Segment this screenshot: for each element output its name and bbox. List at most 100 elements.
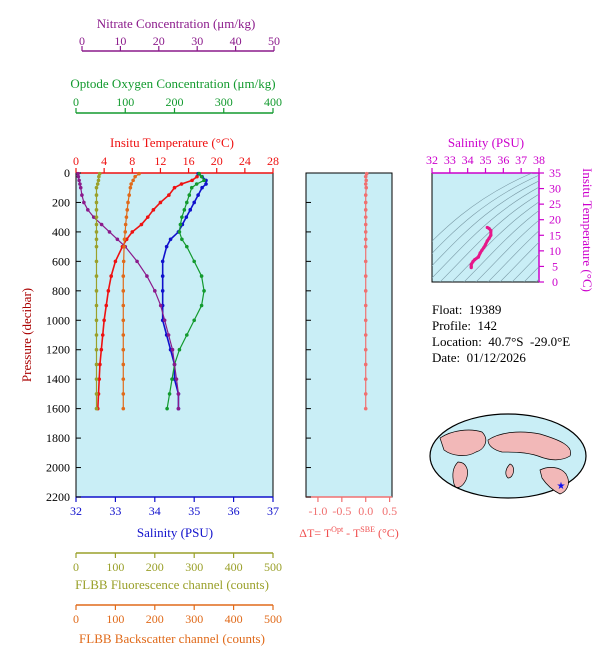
ts-salinity-tick-label: 36: [497, 153, 509, 167]
salinity-tick-label: 33: [109, 504, 121, 518]
fluor-data-point: [94, 274, 99, 278]
temperature-tick-label: 28: [267, 154, 279, 168]
backscatter-data-point: [122, 244, 126, 249]
pressure-tick-label: 1000: [46, 313, 70, 327]
ts-salinity-tick-label: 38: [533, 153, 545, 167]
temperature-data-point: [98, 362, 102, 367]
fluor-data-point: [94, 406, 99, 411]
temperature-tick-label: 8: [129, 154, 135, 168]
isopycnal-line: [432, 173, 533, 242]
pressure-tick-label: 1800: [46, 431, 70, 445]
oxygen-data-point: [182, 208, 187, 212]
fluor-data-point: [94, 222, 99, 227]
oxygen-tick-label: 0: [73, 95, 79, 109]
oxygen-data-point: [187, 193, 192, 197]
nitrate-data-point: [107, 230, 112, 234]
ts-salinity-tick-label: 35: [480, 153, 492, 167]
salinity-data-point: [188, 208, 193, 212]
backscatter-data-point: [121, 362, 126, 367]
backscatter-data-point: [121, 347, 126, 352]
backscatter-tick-label: 400: [225, 612, 243, 626]
temperature-data-point: [106, 289, 111, 293]
oxygen-data-point: [167, 392, 172, 396]
float-id: Float: 19389: [432, 302, 502, 317]
ts-salinity-tick-label: 34: [462, 153, 474, 167]
temperature-data-point: [97, 377, 102, 381]
ts-data-point: [476, 255, 480, 259]
dt-data-point: [363, 174, 368, 179]
dt-data-point: [363, 182, 368, 186]
pressure-tick-label: 2000: [46, 461, 70, 475]
oxygen-data-point: [185, 244, 189, 249]
fluor-tick-label: 100: [106, 560, 124, 574]
nitrate-data-point: [135, 259, 139, 264]
dt-tick-label: 0.0: [358, 504, 373, 518]
backscatter-tick-label: 0: [73, 612, 79, 626]
fluor-tick-label: 400: [225, 560, 243, 574]
ts-data-point: [482, 246, 486, 250]
backscatter-data-point: [123, 230, 128, 234]
fluor-data-point: [94, 230, 99, 234]
fluor-data-point: [97, 174, 101, 179]
nitrate-data-point: [77, 178, 81, 183]
pressure-tick-label: 1600: [46, 402, 70, 416]
ts-temperature-tick-label: 30: [549, 182, 561, 196]
backscatter-tick-label: 300: [185, 612, 203, 626]
temperature-data-point: [100, 333, 105, 337]
temperature-data-point: [102, 318, 106, 323]
oxygen-axis-label: Optode Oxygen Concentration (μm/kg): [70, 76, 275, 91]
nitrate-data-point: [78, 185, 83, 190]
backscatter-data-point: [123, 222, 128, 227]
fluor-tick-label: 200: [146, 560, 164, 574]
pressure-tick-label: 0: [64, 166, 70, 180]
nitrate-tick-label: 10: [114, 34, 126, 48]
backscatter-axis-label: FLBB Backscatter channel (counts): [79, 631, 265, 646]
dt-data-point: [363, 377, 368, 381]
nitrate-tick-label: 40: [230, 34, 242, 48]
oxygen-data-point: [202, 178, 206, 183]
nitrate-data-point: [76, 171, 80, 176]
isopycnal-line: [523, 266, 539, 282]
temperature-data-point: [113, 259, 118, 264]
salinity-data-point: [168, 237, 173, 242]
backscatter-data-point: [129, 182, 133, 186]
fluor-axis-label: FLBB Fluorescence channel (counts): [75, 577, 269, 592]
temperature-data-point: [195, 174, 199, 179]
ts-temperature-tick-label: 0: [552, 275, 558, 289]
oxygen-data-point: [177, 230, 182, 234]
ts-data-point: [489, 233, 493, 237]
fluor-data-point: [94, 215, 99, 219]
nitrate-data-point: [153, 289, 157, 293]
temperature-data-point: [145, 215, 150, 219]
nitrate-data-point: [80, 193, 84, 197]
ts-temperature-tick-label: 25: [549, 197, 561, 211]
ts-data-point: [480, 248, 484, 252]
dt-data-point: [363, 318, 368, 323]
fluor-data-point: [94, 237, 99, 242]
dt-data-point: [363, 244, 368, 249]
oxygen-data-point: [199, 174, 204, 179]
ts-data-point: [478, 251, 482, 255]
oxygen-data-point: [197, 171, 201, 176]
pressure-tick-label: 2200: [46, 490, 70, 504]
backscatter-data-point: [124, 215, 129, 219]
oxygen-tick-label: 200: [166, 95, 184, 109]
backscatter-data-point: [133, 174, 137, 179]
oxygen-data-point: [185, 333, 189, 337]
backscatter-data-point: [121, 318, 126, 323]
temperature-data-point: [172, 185, 177, 190]
oxygen-data-point: [202, 289, 206, 293]
dt-data-point: [363, 193, 368, 197]
salinity-data-point: [164, 244, 169, 249]
oxygen-tick-label: 100: [116, 95, 134, 109]
ts-temperature-tick-label: 35: [549, 166, 561, 180]
backscatter-data-point: [128, 185, 133, 190]
fluor-tick-label: 500: [264, 560, 282, 574]
nitrate-data-point: [162, 318, 167, 323]
oxygen-data-point: [178, 222, 183, 227]
pressure-tick-label: 600: [52, 254, 70, 268]
ts-salinity-label: Salinity (PSU): [448, 135, 524, 150]
salinity-tick-label: 37: [267, 504, 279, 518]
pressure-axis-label: Pressure (decibar): [19, 288, 34, 382]
oxygen-data-point: [192, 318, 196, 323]
